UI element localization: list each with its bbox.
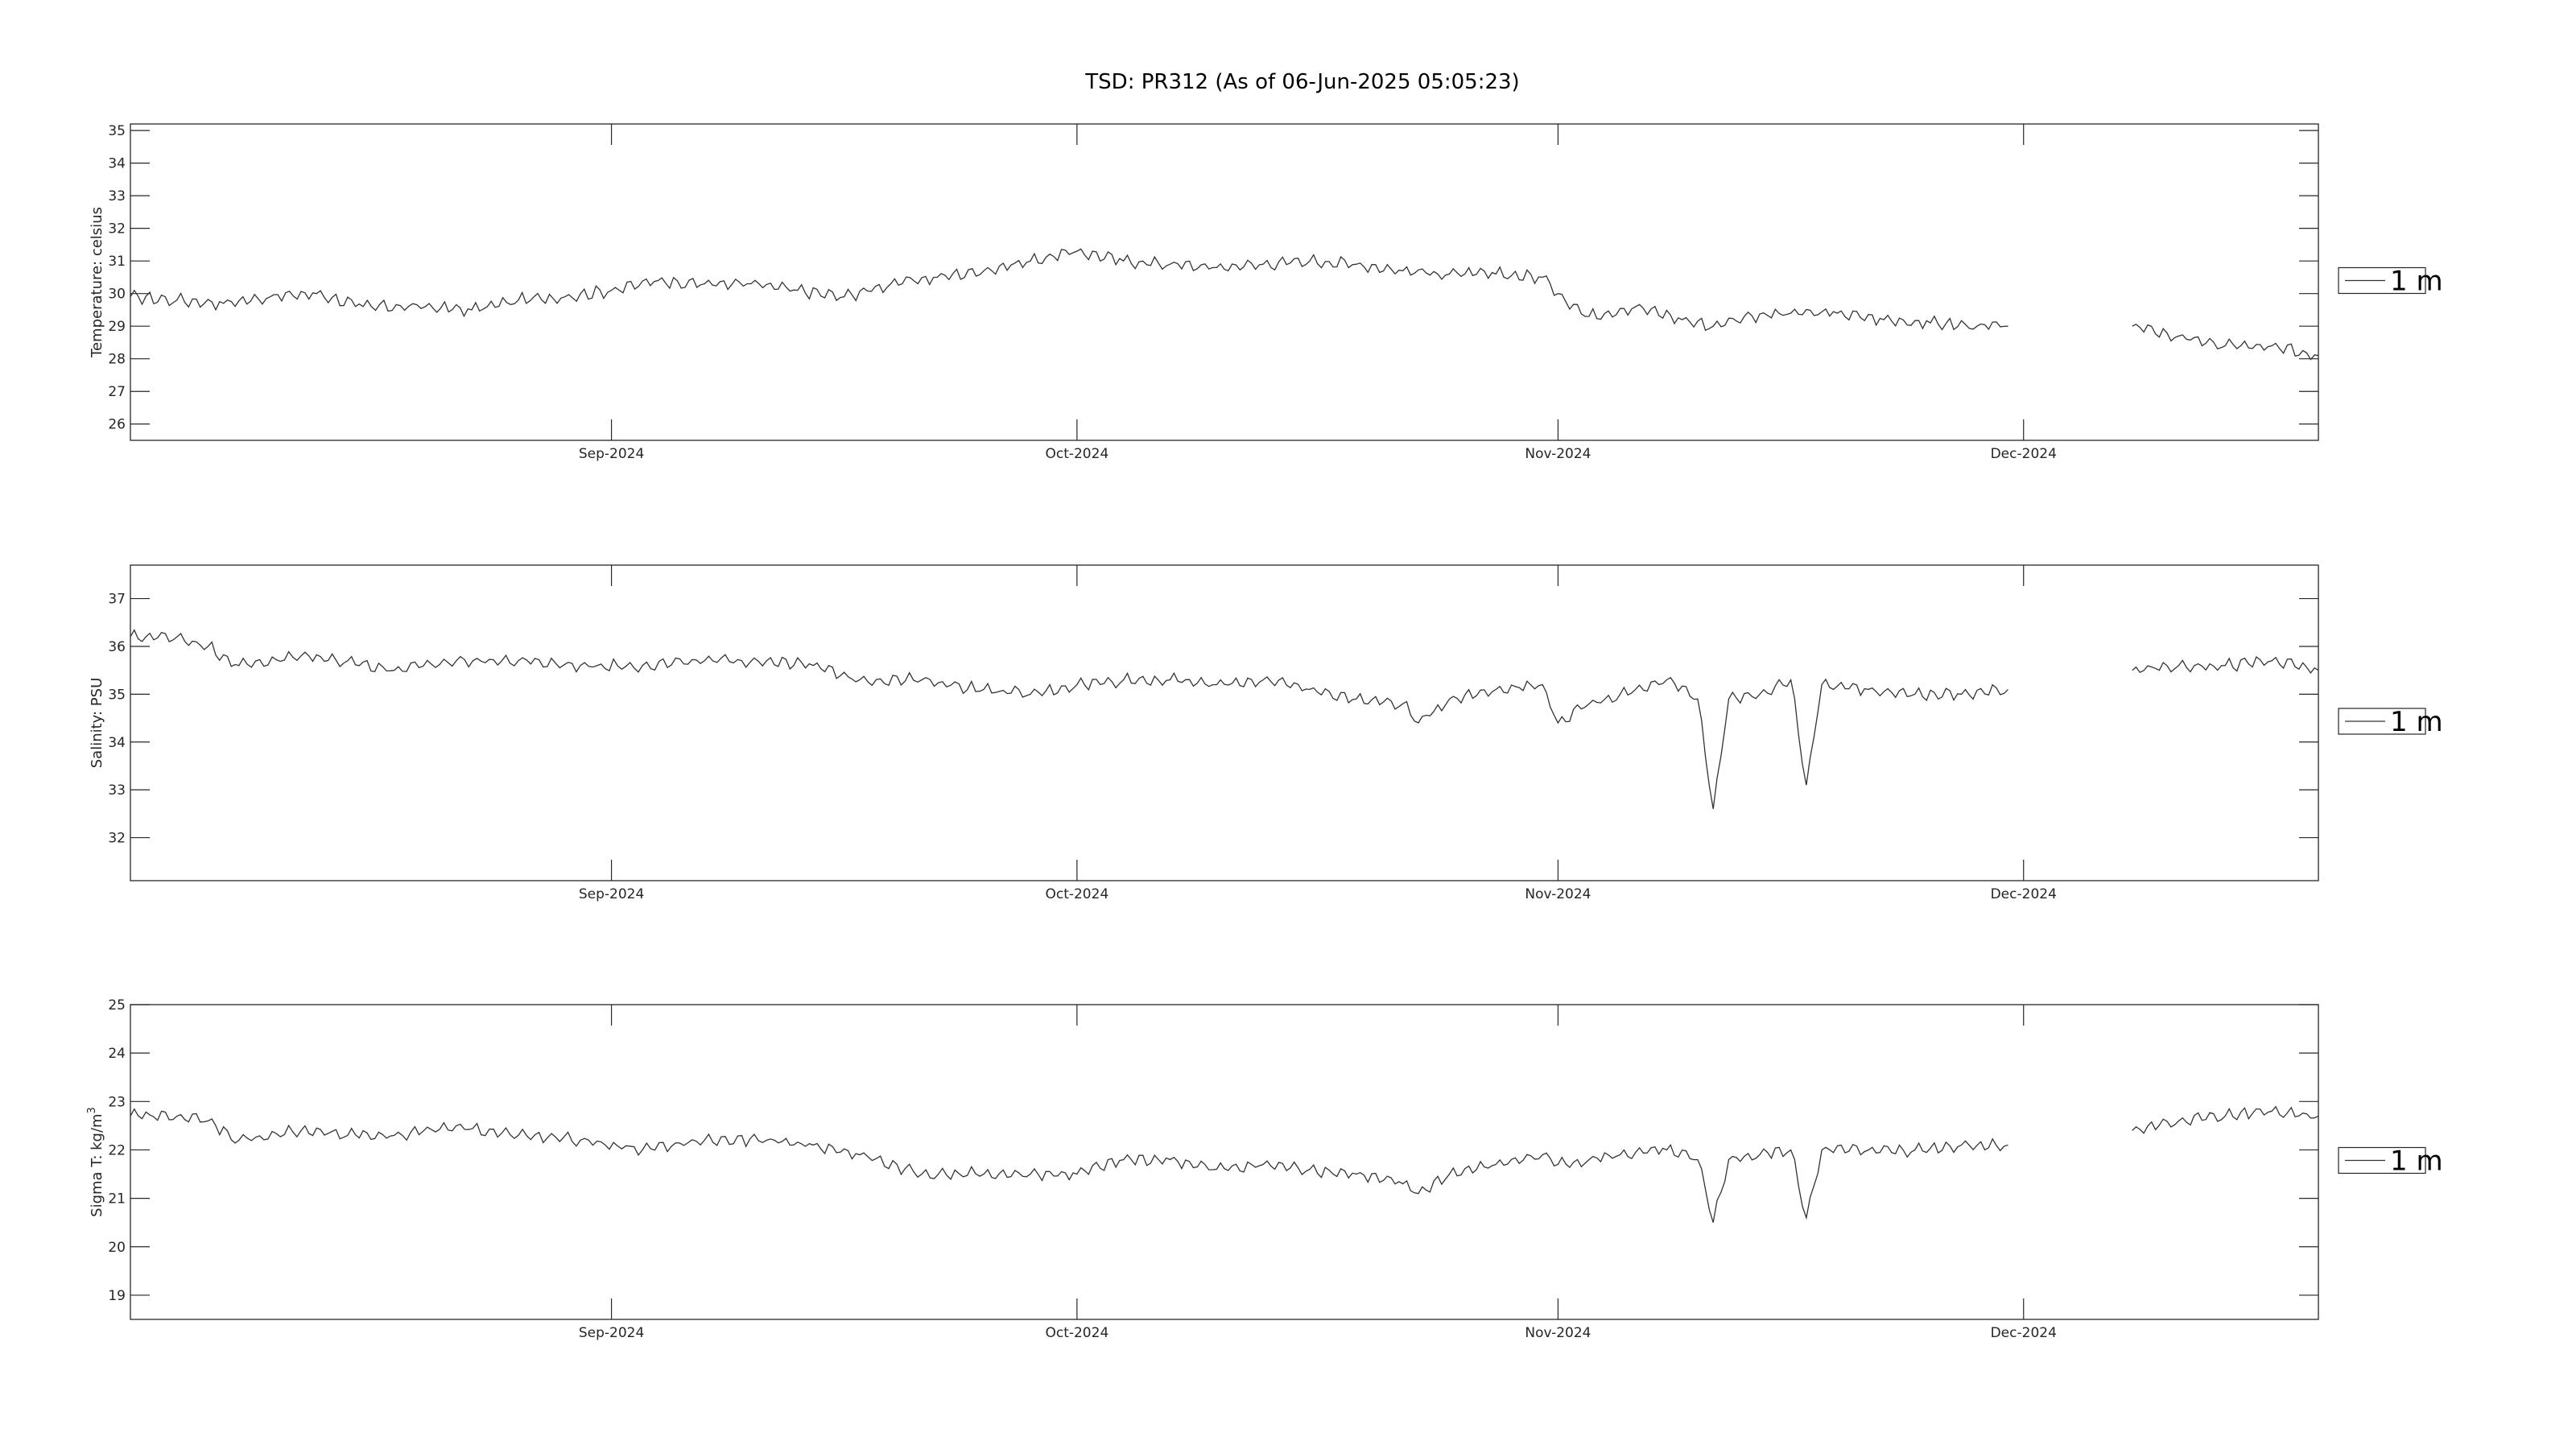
sigma-t-ytick-label: 21	[108, 1191, 126, 1208]
sigma-t-series-line	[2132, 1105, 2319, 1134]
temperature-panel: 26 27 28 29 30 31 32 33 34 35 Sep-2024 Oct-2024 Nov-…	[89, 123, 2443, 462]
sigma-t-xtick-label: Sep-2024	[579, 1325, 644, 1341]
temperature-series-line	[2132, 324, 2319, 361]
sigma-t-ytick-label: 23	[108, 1094, 126, 1110]
salinity-ytick-label: 34	[108, 735, 126, 751]
temperature-xtick-label: Sep-2024	[579, 446, 644, 462]
salinity-ytick-label: 32	[108, 831, 126, 847]
temperature-ytick-label: 34	[108, 156, 126, 172]
sigma-t-ytick-label: 22	[108, 1142, 126, 1158]
temperature-axes-box	[130, 123, 2319, 441]
temperature-ytick-label: 35	[108, 123, 126, 139]
salinity-xtick-label: Nov-2024	[1525, 886, 1591, 902]
sigma-t-ylabel: Sigma T: kg/m3	[86, 1107, 105, 1217]
temperature-xtick-label: Oct-2024	[1045, 446, 1108, 462]
temperature-ytick-label: 29	[108, 319, 126, 335]
salinity-ytick-label: 35	[108, 687, 126, 703]
temperature-legend-label: 1 m	[2390, 266, 2443, 298]
sigma-t-series-line	[130, 1108, 2008, 1223]
temperature-ytick-label: 26	[108, 417, 126, 433]
sigma-t-legend: 1 m	[2338, 1146, 2443, 1178]
salinity-series-line	[130, 629, 2008, 810]
salinity-legend: 1 m	[2338, 706, 2443, 738]
salinity-panel: 32 33 34 35 36 37 Sep-2024 Oct-2024 Nov-2024 Dec-…	[89, 564, 2443, 902]
salinity-xtick-label: Dec-2024	[1991, 886, 2057, 902]
sigma-t-ytick-label: 25	[108, 997, 126, 1013]
salinity-ytick-label: 37	[108, 592, 126, 608]
sigma-t-axes-box	[130, 1004, 2319, 1320]
salinity-ylabel: Salinity: PSU	[89, 678, 105, 769]
temperature-ytick-label: 28	[108, 352, 126, 368]
salinity-axes-box	[130, 564, 2319, 881]
temperature-ytick-label: 33	[108, 188, 126, 204]
sigma-t-xtick-label: Dec-2024	[1991, 1325, 2057, 1341]
sigma-t-xtick-label: Oct-2024	[1045, 1325, 1108, 1341]
sigma-t-xtick-label: Nov-2024	[1525, 1325, 1591, 1341]
salinity-xtick-label: Oct-2024	[1045, 886, 1108, 902]
temperature-legend: 1 m	[2338, 266, 2443, 298]
temperature-ytick-label: 27	[108, 384, 126, 400]
temperature-xtick-label: Dec-2024	[1991, 446, 2057, 462]
salinity-legend-label: 1 m	[2390, 706, 2443, 738]
figure-title: TSD: PR312 (As of 06-Jun-2025 05:05:23)	[1084, 70, 1519, 94]
sigma-t-ytick-label: 20	[108, 1240, 126, 1256]
salinity-series-line	[2132, 655, 2319, 674]
temperature-ytick-label: 30	[108, 287, 126, 303]
sigma-t-ylabel-superscript: 3	[86, 1107, 98, 1113]
salinity-xtick-label: Sep-2024	[579, 886, 644, 902]
temperature-xtick-label: Nov-2024	[1525, 446, 1591, 462]
temperature-ylabel: Temperature: celsius	[89, 207, 105, 358]
sigma-t-ytick-label: 19	[108, 1288, 126, 1304]
temperature-series-line	[130, 248, 2008, 332]
sigma-t-legend-label: 1 m	[2390, 1146, 2443, 1178]
sigma-t-panel: 19 20 21 22 23 24 25 Sep-2024 Oct-2024 Nov-2024 De…	[86, 997, 2443, 1341]
sigma-t-ytick-label: 24	[108, 1046, 126, 1062]
temperature-ytick-label: 32	[108, 221, 126, 237]
salinity-ytick-label: 33	[108, 782, 126, 799]
temperature-ytick-label: 31	[108, 254, 126, 270]
salinity-ytick-label: 36	[108, 639, 126, 655]
